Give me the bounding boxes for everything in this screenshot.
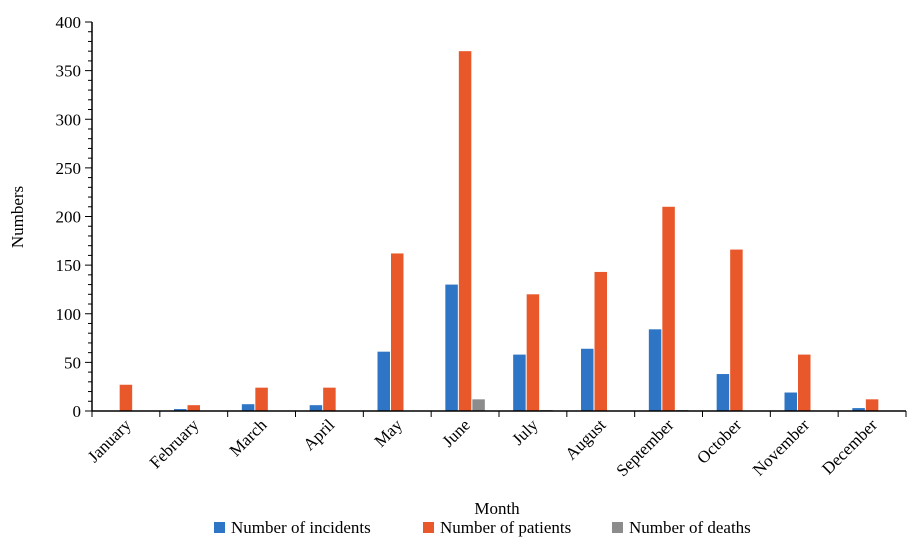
bar-number-of-incidents <box>716 374 730 411</box>
bar-number-of-patients <box>391 253 404 411</box>
y-tick-label: 300 <box>56 110 82 129</box>
legend: Number of incidents Number of patients Num… <box>214 518 751 537</box>
x-tick-label: October <box>693 415 745 467</box>
y-tick-label: 100 <box>56 305 82 324</box>
bar-number-of-incidents <box>309 405 323 411</box>
bar-number-of-incidents <box>377 351 390 411</box>
x-tick-label: February <box>146 415 203 472</box>
legend-label: Number of deaths <box>629 518 751 537</box>
x-tick-label: September <box>613 415 678 480</box>
x-axis-title: Month <box>474 499 520 518</box>
legend-label: Number of patients <box>440 518 571 537</box>
bar-number-of-patients <box>458 51 472 412</box>
y-tick-label: 50 <box>64 353 81 372</box>
y-tick-label: 150 <box>56 256 82 275</box>
bar-number-of-patients <box>255 387 268 411</box>
legend-swatch <box>612 522 623 533</box>
legend-label: Number of incidents <box>231 518 371 537</box>
y-tick-label: 200 <box>56 208 82 227</box>
y-axis: 0 50 100 150 200 250 300 350 400 <box>56 13 93 421</box>
bar-number-of-patients <box>865 399 879 411</box>
legend-swatch <box>423 522 434 533</box>
x-tick-label: December <box>818 415 881 478</box>
x-tick-label: July <box>508 415 542 449</box>
bar-number-of-patients <box>187 405 200 411</box>
y-tick-label: 400 <box>56 13 82 32</box>
bar-number-of-incidents <box>445 284 458 411</box>
bar-number-of-incidents <box>241 404 255 411</box>
bar-number-of-incidents <box>174 409 187 411</box>
y-axis-title: Numbers <box>8 186 27 248</box>
bar-number-of-incidents <box>784 392 797 411</box>
bar-number-of-patients <box>662 206 675 411</box>
x-axis: January February March April May June July Augu… <box>84 410 907 480</box>
bar-number-of-patients <box>323 387 336 411</box>
bar-number-of-patients <box>594 271 607 411</box>
bar-number-of-incidents <box>648 329 662 411</box>
bar-number-of-patients <box>730 249 743 411</box>
bar-number-of-patients <box>798 354 811 411</box>
x-tick-label: January <box>84 415 135 466</box>
x-tick-label: May <box>371 415 407 451</box>
legend-swatch <box>214 522 225 533</box>
y-tick-label: 0 <box>73 402 82 421</box>
x-tick-label: June <box>438 415 473 450</box>
y-tick-label: 250 <box>56 159 82 178</box>
x-tick-label: November <box>749 415 813 479</box>
bar-number-of-patients <box>526 294 540 411</box>
bars <box>119 51 879 412</box>
bar-number-of-incidents <box>852 408 865 411</box>
x-tick-label: April <box>299 415 338 454</box>
bar-number-of-patients <box>119 384 133 411</box>
x-tick-label: March <box>226 415 271 460</box>
bar-number-of-incidents <box>513 354 526 411</box>
y-tick-label: 350 <box>56 62 82 81</box>
x-tick-label: August <box>561 415 609 463</box>
bar-number-of-incidents <box>581 348 594 411</box>
bar-number-of-deaths <box>472 399 485 411</box>
